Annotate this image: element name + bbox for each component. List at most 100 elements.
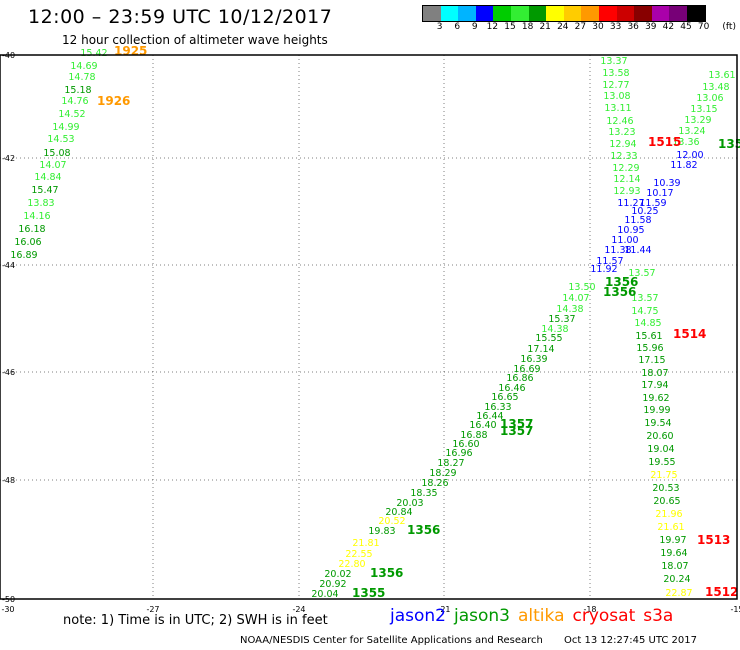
wave-height-value: 20.24 (663, 574, 690, 585)
satellite-pass-labels: 1925192615151356135613561514135713571356… (97, 44, 740, 600)
wave-height-value: 16.44 (476, 411, 503, 422)
wave-height-value: 15.61 (635, 331, 662, 342)
pass-time-label: 1357 (500, 424, 533, 438)
color-swatch (475, 6, 494, 21)
color-scale-labels: 3 6 9 12 15 18 21 24 27 30 33 36 39 42 45 70 (ft) (422, 22, 740, 34)
color-scale-label: 24 (557, 22, 569, 32)
color-scale-label: 27 (574, 22, 587, 32)
wave-height-value: 19.55 (648, 457, 675, 468)
wave-height-value: 13.48 (702, 82, 729, 93)
pass-time-label: 1355 (352, 586, 385, 600)
wave-height-value: 16.39 (520, 354, 547, 365)
wave-height-value: 20.04 (311, 589, 338, 600)
pass-time-label: 1356 (605, 275, 638, 289)
wave-height-value: 17.94 (641, 380, 668, 391)
wave-height-value: 19.54 (644, 418, 671, 429)
color-scale-label: 33 (609, 22, 622, 32)
pass-time-label: 1357 (500, 417, 533, 431)
legend-item-s3a: s3a (643, 606, 674, 626)
map-frame (0, 54, 738, 600)
wave-height-value: 16.46 (498, 383, 525, 394)
pass-time-label: 1356 (407, 523, 440, 537)
color-swatch (493, 6, 511, 21)
legend-item-jason2: jason2 (390, 606, 446, 626)
wave-height-value: 14.07 (562, 293, 589, 304)
wave-height-value: 18.27 (437, 458, 464, 469)
wave-height-value: 14.69 (70, 61, 97, 72)
wave-height-value: 10.17 (646, 188, 673, 199)
color-swatch (581, 6, 599, 21)
wave-height-value: 15.96 (636, 343, 663, 354)
color-scale-label: 15 (504, 22, 516, 32)
color-swatch (669, 6, 687, 21)
wave-height-value: 20.60 (646, 431, 673, 442)
wave-height-value: 21.75 (650, 470, 677, 481)
pass-time-label: 1925 (114, 44, 147, 58)
wave-height-value: 12.14 (613, 174, 640, 185)
wave-height-value: 20.02 (324, 569, 351, 580)
wave-height-value: 11.44 (624, 245, 651, 256)
wave-height-value: 11.57 (596, 256, 623, 267)
wave-height-value: 15.37 (548, 314, 575, 325)
wave-height-value: 16.89 (10, 250, 37, 261)
wave-height-value: 15.18 (64, 85, 91, 96)
latitude-tick-label: -44 (2, 261, 15, 270)
wave-height-value: 12.77 (602, 80, 629, 91)
wave-height-value: 13.58 (602, 68, 629, 79)
wave-height-value: 15.42 (80, 48, 107, 59)
wave-height-value: 13.08 (603, 91, 630, 102)
wave-height-value: 16.18 (18, 224, 45, 235)
wave-height-value: 14.78 (68, 72, 95, 83)
footer: NOAA/NESDIS Center for Satellite Applica… (240, 635, 715, 646)
wave-height-value: 13.61 (708, 70, 735, 81)
wave-height-value: 15.08 (43, 148, 70, 159)
wave-height-value: 13.23 (608, 127, 635, 138)
color-swatch (563, 6, 582, 21)
wave-height-value: 18.07 (641, 368, 668, 379)
wave-height-value: 19.64 (660, 548, 687, 559)
legend-item-cryosat: cryosat (572, 606, 636, 626)
longitude-tick-label: -18 (583, 605, 596, 614)
longitude-tick-label: -27 (146, 605, 159, 614)
wave-height-value: 16.88 (460, 430, 487, 441)
wave-height-value: 13.57 (631, 293, 658, 304)
wave-height-value: 14.07 (39, 160, 66, 171)
wave-height-value: 18.29 (429, 468, 456, 479)
color-swatch (510, 6, 529, 21)
page-title: 12:00 – 23:59 UTC 10/12/2017 (28, 6, 333, 28)
longitude-tick-label: -24 (292, 605, 305, 614)
wave-height-value: 13.83 (27, 198, 54, 209)
latitude-tick-label: -46 (2, 368, 15, 377)
color-swatch (651, 6, 670, 21)
wave-height-value: 21.61 (657, 522, 684, 533)
wave-height-value: 16.96 (445, 448, 472, 459)
wave-height-value: 14.16 (23, 211, 50, 222)
pass-time-label: 1514 (673, 327, 706, 341)
wave-height-value: 11.92 (590, 264, 617, 275)
pass-time-label: 1356 (370, 566, 403, 580)
latitude-tick-label: -48 (2, 476, 15, 485)
wave-height-value: 13.15 (690, 104, 717, 115)
wave-height-value: 21.96 (655, 509, 682, 520)
wave-height-value: 10.25 (631, 206, 658, 217)
wave-height-value: 17.14 (527, 344, 554, 355)
longitude-tick-label: -21 (437, 605, 450, 614)
wave-height-value: 18.35 (410, 488, 437, 499)
wave-height-value: 12.33 (610, 151, 637, 162)
wave-height-value: 10.95 (617, 225, 644, 236)
wave-height-value: 11.38 (604, 245, 631, 256)
wave-height-value: 11.59 (639, 198, 666, 209)
pass-time-label: 1356 (603, 285, 636, 299)
wave-height-value: 14.53 (47, 134, 74, 145)
wave-height-value: 20.52 (378, 516, 405, 527)
wave-height-value: 15.47 (31, 185, 58, 196)
color-swatch (546, 6, 564, 21)
pass-time-label: 1512 (705, 585, 738, 599)
legend-item-altika: altika (518, 606, 565, 626)
legend-item-jason3: jason3 (454, 606, 510, 626)
wave-height-value: 16.06 (14, 237, 41, 248)
color-scale-label: (ft) (722, 22, 736, 32)
wave-height-value: 14.38 (541, 324, 568, 335)
color-scale-bar (422, 5, 706, 22)
